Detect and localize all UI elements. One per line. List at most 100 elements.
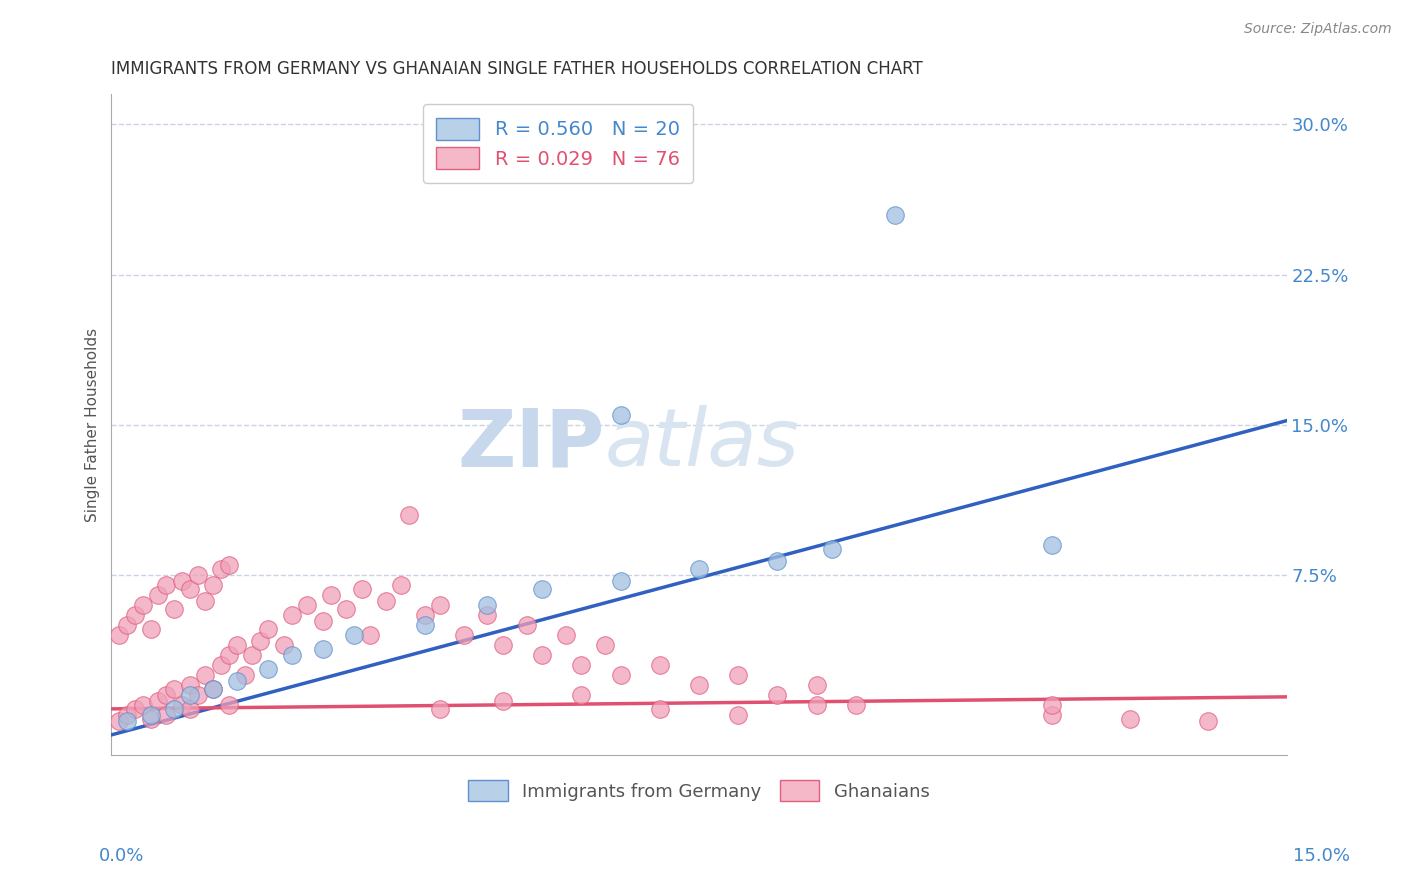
Point (124, 607, 146, 622)
Point (155, 578, 177, 592)
Point (194, 668, 217, 682)
Point (233, 668, 256, 682)
Point (883, 207, 905, 221)
Point (163, 702, 186, 716)
Point (115, 707, 138, 722)
Point (429, 702, 451, 716)
Point (139, 712, 162, 726)
Point (139, 622, 162, 636)
Point (139, 707, 162, 722)
Point (115, 617, 138, 632)
Point (1040, 707, 1063, 722)
Point (163, 602, 186, 616)
Point (257, 622, 280, 636)
Point (609, 574, 631, 588)
Text: 0.0%: 0.0% (98, 847, 143, 865)
Point (335, 602, 357, 616)
Point (343, 628, 366, 642)
Point (398, 508, 420, 522)
Point (571, 688, 593, 702)
Point (257, 662, 280, 676)
Point (492, 694, 515, 708)
Point (163, 681, 186, 696)
Point (727, 707, 749, 722)
Point (845, 698, 868, 712)
Point (593, 638, 616, 652)
Point (280, 648, 302, 662)
Point (429, 598, 451, 612)
Point (179, 678, 201, 692)
Text: IMMIGRANTS FROM GERMANY VS GHANAIAN SINGLE FATHER HOUSEHOLDS CORRELATION CHART: IMMIGRANTS FROM GERMANY VS GHANAIAN SING… (111, 60, 924, 78)
Point (132, 698, 155, 712)
Point (374, 594, 396, 608)
Point (571, 657, 593, 672)
Point (609, 408, 631, 422)
Point (225, 638, 247, 652)
Point (312, 641, 335, 656)
Point (242, 648, 264, 662)
Point (531, 648, 554, 662)
Point (516, 617, 538, 632)
Point (413, 607, 436, 622)
Point (1040, 698, 1063, 712)
Point (202, 681, 225, 696)
Point (155, 707, 177, 722)
Point (477, 598, 499, 612)
Point (554, 628, 576, 642)
Point (280, 607, 302, 622)
Point (359, 628, 381, 642)
Point (821, 541, 844, 556)
Point (249, 633, 271, 648)
Point (225, 673, 247, 688)
Point (688, 562, 710, 576)
Point (1197, 714, 1219, 728)
Text: 15.0%: 15.0% (1292, 847, 1350, 865)
Point (727, 668, 749, 682)
Point (413, 617, 436, 632)
Point (312, 614, 335, 628)
Legend: Immigrants from Germany, Ghanaians: Immigrants from Germany, Ghanaians (457, 770, 941, 812)
Point (155, 688, 177, 702)
Point (148, 588, 170, 602)
Point (124, 702, 146, 716)
Point (352, 582, 374, 596)
Point (218, 648, 240, 662)
Point (688, 678, 710, 692)
Point (453, 628, 475, 642)
Point (319, 588, 342, 602)
Point (492, 638, 515, 652)
Y-axis label: Single Father Households: Single Father Households (86, 327, 100, 522)
Point (108, 628, 131, 642)
Point (108, 714, 131, 728)
Point (209, 562, 232, 576)
Point (218, 558, 240, 572)
Point (170, 574, 193, 588)
Text: ZIP: ZIP (458, 406, 605, 483)
Text: Source: ZipAtlas.com: Source: ZipAtlas.com (1244, 22, 1392, 37)
Point (477, 607, 499, 622)
Point (194, 594, 217, 608)
Point (202, 578, 225, 592)
Point (187, 567, 209, 582)
Point (187, 688, 209, 702)
Point (648, 702, 671, 716)
Point (209, 657, 232, 672)
Point (202, 681, 225, 696)
Point (273, 638, 295, 652)
Point (1040, 538, 1063, 552)
Text: atlas: atlas (605, 406, 800, 483)
Point (179, 582, 201, 596)
Point (179, 688, 201, 702)
Point (609, 668, 631, 682)
Point (218, 698, 240, 712)
Point (115, 714, 138, 728)
Point (132, 598, 155, 612)
Point (766, 554, 789, 568)
Point (766, 688, 789, 702)
Point (148, 694, 170, 708)
Point (170, 698, 193, 712)
Point (531, 582, 554, 596)
Point (806, 698, 828, 712)
Point (389, 578, 412, 592)
Point (1119, 712, 1142, 726)
